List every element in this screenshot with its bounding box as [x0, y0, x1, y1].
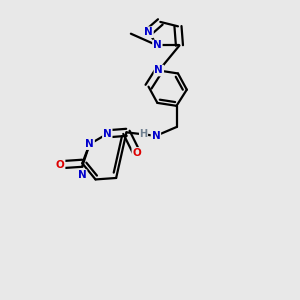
Text: N: N [78, 170, 87, 180]
Text: N: N [154, 65, 163, 76]
Text: N: N [144, 27, 153, 37]
Text: O: O [56, 160, 64, 170]
Text: N: N [152, 131, 160, 141]
Text: N: N [153, 40, 162, 50]
Text: O: O [132, 148, 141, 158]
Text: H: H [140, 128, 148, 139]
Text: N: N [85, 139, 94, 149]
Text: N: N [103, 129, 112, 139]
